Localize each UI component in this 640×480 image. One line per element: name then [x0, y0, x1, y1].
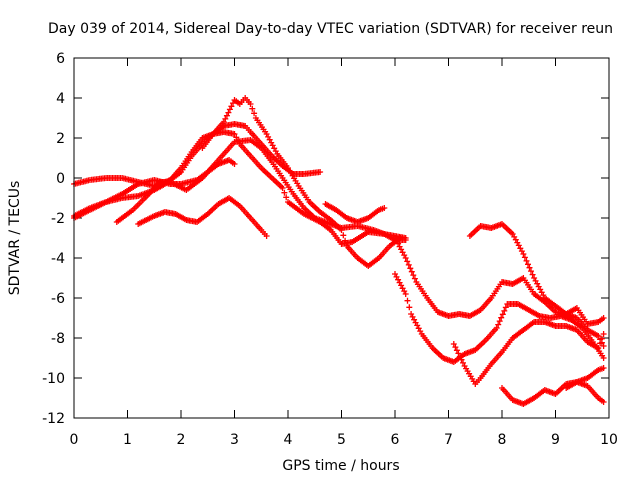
series-markers: [392, 271, 607, 365]
y-axis-label: SDTVAR / TECUs: [7, 181, 23, 296]
y-tick-label: -4: [51, 251, 65, 267]
x-tick-label: 0: [70, 432, 79, 448]
x-tick-label: 10: [600, 432, 618, 448]
series-track-9: [392, 271, 607, 365]
x-tick-label: 1: [123, 432, 132, 448]
y-tick-label: -8: [51, 331, 65, 347]
x-tick-label: 9: [551, 432, 560, 448]
series-markers: [322, 201, 388, 225]
series-track-11: [466, 221, 607, 349]
y-tick-label: -2: [51, 211, 65, 227]
y-tick-label: 6: [56, 51, 65, 67]
series-track-8: [392, 235, 607, 327]
chart-title: Day 039 of 2014, Sidereal Day-to-day VTE…: [48, 21, 613, 37]
series-track-10: [450, 319, 607, 387]
y-tick-label: -10: [42, 371, 65, 387]
y-tick-label: 4: [56, 91, 65, 107]
series-track-13: [563, 365, 607, 391]
y-axis-ticks: -12 -10 -8 -6 -4 -2 0 2 4 6: [42, 51, 609, 427]
x-tick-label: 4: [284, 432, 293, 448]
x-axis-label: GPS time / hours: [282, 458, 399, 474]
x-tick-label: 8: [498, 432, 507, 448]
series-markers: [135, 195, 270, 239]
series-markers: [199, 95, 404, 269]
data-series-group: [71, 95, 607, 407]
x-tick-label: 3: [230, 432, 239, 448]
x-tick-label: 2: [177, 432, 186, 448]
series-track-7: [322, 201, 388, 225]
series-markers: [450, 319, 607, 387]
series-track-5: [199, 95, 404, 269]
x-tick-label: 7: [444, 432, 453, 448]
y-tick-label: -6: [51, 291, 65, 307]
plot-frame: [73, 57, 610, 419]
series-markers: [392, 235, 607, 327]
x-axis-ticks: 0 1 2 3 4 5 6 7 8 9 10: [70, 58, 618, 448]
x-tick-label: 6: [391, 432, 400, 448]
y-tick-label: -12: [42, 411, 65, 427]
y-tick-label: 0: [56, 171, 65, 187]
series-markers: [466, 221, 607, 349]
x-tick-label: 5: [337, 432, 346, 448]
series-track-6: [135, 195, 270, 239]
y-tick-label: 2: [56, 131, 65, 147]
series-markers: [563, 365, 607, 391]
